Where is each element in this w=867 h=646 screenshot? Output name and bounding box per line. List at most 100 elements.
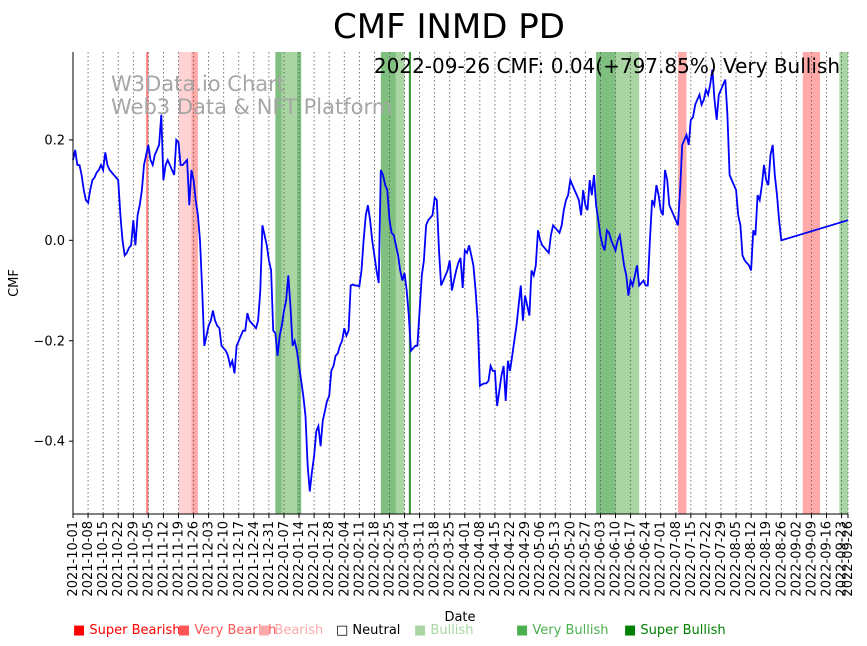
x-tick-label: 2022-08-12 [744,521,759,597]
x-axis-label: Date [444,610,475,625]
x-tick-label: 2022-06-17 [624,521,639,597]
x-tick-label: 2022-09-09 [804,521,819,597]
x-tick-label: 2021-12-31 [262,521,277,597]
x-tick-label: 2022-04-15 [488,521,503,597]
legend-label: Bearish [274,623,323,638]
signal-legend: ■ Super Bearish■ Very Bearish■ Bearish □ … [73,623,726,638]
x-axis-ticks: 2021-10-01 2021-10-08 2021-10-15 2021-10-22… [66,514,856,597]
legend-label: Super Bullish [640,623,725,638]
x-tick-label: 2022-04-29 [518,521,533,597]
signal-band [146,52,149,514]
x-tick-label: 2022-07-22 [699,521,714,597]
signal-band [802,52,821,514]
x-tick-label: 2022-07-29 [714,521,729,597]
x-tick-label: 2021-10-01 [66,521,81,597]
date-gridlines [72,52,849,514]
x-tick-label: 2021-11-05 [141,521,156,597]
signal-band [395,52,405,514]
legend-label: Very Bullish [532,623,608,638]
x-tick-label: 2022-07-01 [654,521,669,597]
legend-marker: □ [336,623,352,638]
x-tick-label: 2021-10-29 [126,521,141,597]
legend-label: Bullish [430,623,473,638]
x-tick-label: 2022-04-08 [473,521,488,597]
legend-item: ■ Very Bearish [178,623,276,638]
x-tick-label: 2021-11-19 [171,521,186,597]
x-tick-label: 2022-01-14 [292,521,307,597]
latest-value-annotation: 2022-09-26 CMF: 0.04(+797.85%) Very Bull… [374,54,840,78]
x-tick-label: 2022-08-26 [774,521,789,597]
x-tick-label: 2021-11-26 [187,521,202,597]
signal-band [839,52,848,514]
x-tick-label: 2022-02-18 [367,521,382,597]
signal-bands [146,52,848,514]
x-tick-label: 2022-02-04 [337,521,352,597]
signal-band [677,52,687,514]
legend-marker: ■ [73,623,89,638]
legend-item: ■ Super Bearish [73,623,181,638]
x-tick-label: 2022-07-08 [669,521,684,597]
x-tick-label: 2021-11-12 [156,521,171,597]
x-tick-label: 2022-07-15 [684,521,699,597]
legend-marker: ■ [258,623,274,638]
legend-item: □ Neutral [336,623,400,638]
y-axis-label: CMF [7,269,22,297]
x-tick-label: 2021-12-24 [247,521,262,597]
x-tick-label: 2021-12-17 [232,521,247,597]
signal-band [596,52,616,514]
signal-band [408,52,411,514]
x-tick-label: 2022-02-25 [382,521,397,597]
watermark-line-1: W3Data.io Chart [111,72,285,96]
legend-marker: ■ [178,623,194,638]
legend-marker: ■ [624,623,640,638]
x-tick-label: 2022-01-21 [307,521,322,597]
x-tick-label: 2022-01-28 [322,521,337,597]
x-tick-label: 2022-01-07 [277,521,292,597]
x-tick-label: 2022-05-27 [578,521,593,597]
legend-label: Super Bearish [89,623,180,638]
y-tick-label: 0.0 [44,234,65,249]
legend-marker: ■ [516,623,532,638]
y-tick-label: −0.4 [33,435,65,450]
legend-label: Neutral [352,623,400,638]
signal-band [275,52,282,514]
y-axis-ticks: −0.4 −0.2 0.0 0.2 [33,133,73,450]
legend-item: ■ Super Bullish [624,623,726,638]
x-tick-label: 2022-08-19 [759,521,774,597]
legend-item: ■ Very Bullish [516,623,608,638]
signal-band [178,52,192,514]
x-tick-label: 2022-09-23 [835,521,850,597]
signal-band [191,52,198,514]
x-tick-label: 2022-08-05 [729,521,744,597]
legend-label: Very Bearish [194,623,276,638]
x-tick-label: 2022-03-25 [443,521,458,597]
x-tick-label: 2021-10-08 [81,521,96,597]
x-tick-label: 2022-04-22 [503,521,518,597]
x-tick-label: 2022-06-03 [593,521,608,597]
y-tick-label: 0.2 [44,133,65,148]
x-tick-label: 2022-06-24 [639,521,654,597]
x-tick-label: 2022-05-13 [548,521,563,597]
x-tick-label: 2022-09-16 [819,521,834,597]
x-tick-label: 2022-09-26 [841,521,856,597]
x-tick-label: 2022-06-10 [609,521,624,597]
x-tick-label: 2021-12-10 [217,521,232,597]
chart-title: CMF INMD PD [333,7,565,47]
x-tick-label: 2022-03-11 [413,521,428,597]
x-tick-label: 2022-03-04 [398,521,413,597]
watermark-line-2: Web3 Data & NFT Platform [111,95,392,119]
legend-item: ■ Bearish [258,623,323,638]
x-tick-label: 2022-04-01 [458,521,473,597]
x-tick-label: 2022-05-20 [563,521,578,597]
signal-band [296,52,302,514]
x-tick-label: 2022-03-18 [428,521,443,597]
x-tick-label: 2021-12-03 [202,521,217,597]
x-tick-label: 2022-02-11 [352,521,367,597]
x-tick-label: 2022-09-02 [789,521,804,597]
y-tick-label: −0.2 [33,334,65,349]
x-tick-label: 2021-10-15 [96,521,111,597]
legend-item: ■ Bullish [414,623,473,638]
x-tick-label: 2021-10-22 [111,521,126,597]
cmf-series-line [72,69,849,492]
